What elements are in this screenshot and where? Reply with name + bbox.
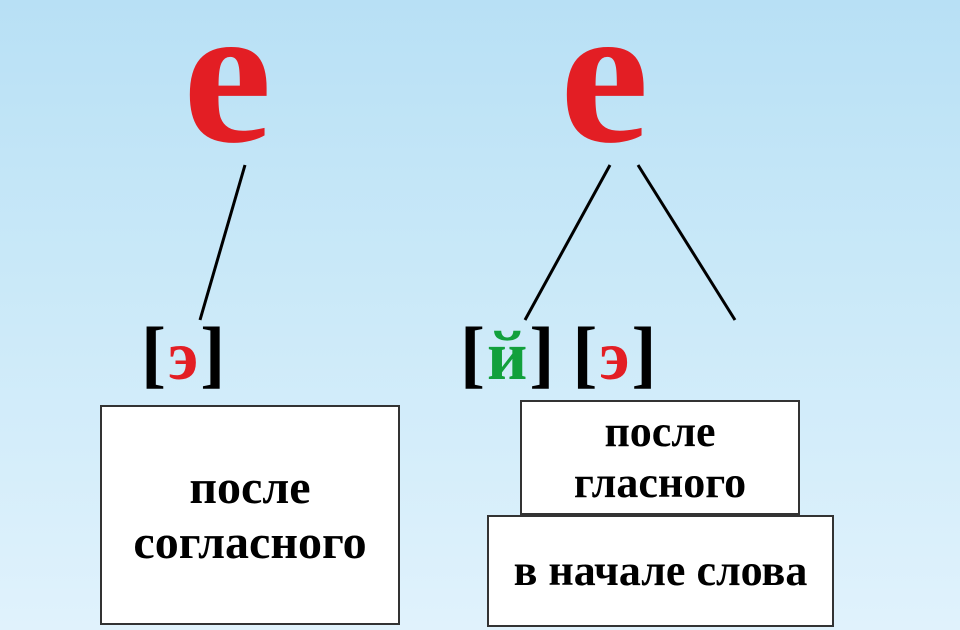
bracket-open: [ <box>141 312 166 398</box>
bracket-close: ] <box>200 312 225 398</box>
phonetic-group-right-2: [ э ] <box>572 312 656 398</box>
phonetic-letter-right-2: э <box>599 317 629 397</box>
line-right-1 <box>525 165 610 320</box>
phonetic-left: [ э ] <box>141 312 225 398</box>
bracket-close: ] <box>632 312 657 398</box>
bracket-open: [ <box>572 312 597 398</box>
letter-right: е <box>560 0 649 175</box>
line-right-2 <box>638 165 735 320</box>
bracket-open: [ <box>460 312 485 398</box>
phonetic-right: [ й ] [ э ] <box>460 312 657 398</box>
box-left-text: после согласного <box>110 460 390 570</box>
phonetic-letter-left: э <box>168 317 198 397</box>
box-after-vowel: после гласного <box>520 400 800 515</box>
letter-left: е <box>183 0 272 175</box>
diagram-container: е е [ э ] [ й ] [ э ] после согласного п… <box>0 0 960 630</box>
phonetic-letter-right-1: й <box>487 317 527 397</box>
bracket-close: ] <box>529 312 554 398</box>
box-word-start: в начале слова <box>487 515 834 627</box>
phonetic-group-right-1: [ й ] <box>460 312 554 398</box>
box-right-2-text: в начале слова <box>514 546 808 597</box>
phonetic-group-left: [ э ] <box>141 312 225 398</box>
line-left <box>200 165 245 320</box>
box-right-1-text: после гласного <box>530 407 790 508</box>
box-after-consonant: после согласного <box>100 405 400 625</box>
